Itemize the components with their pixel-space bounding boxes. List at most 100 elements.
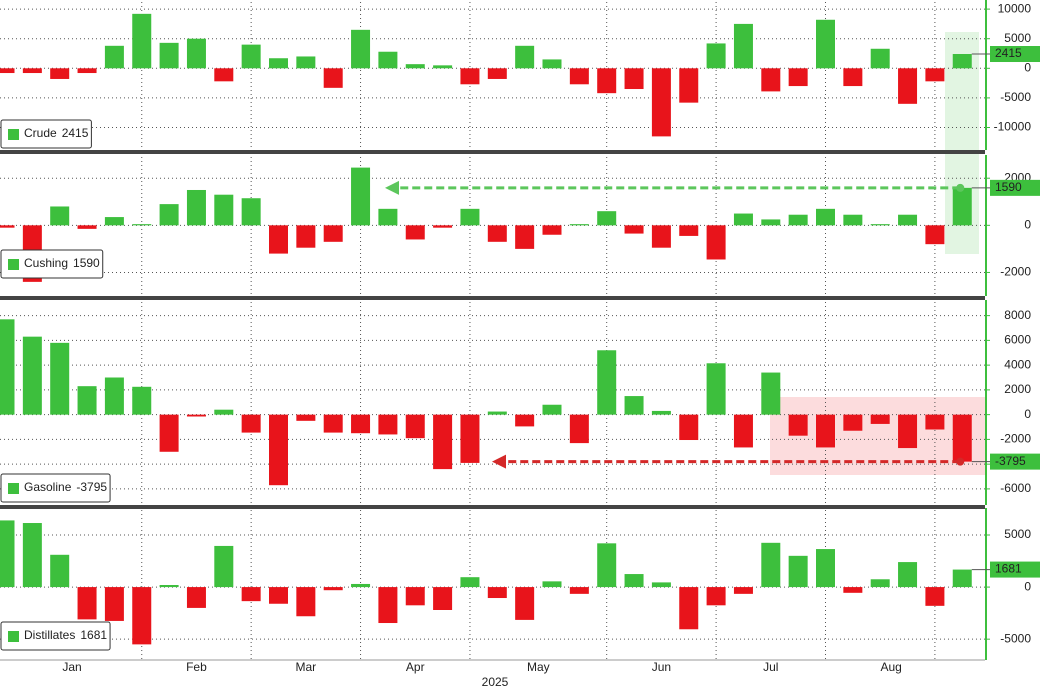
y-tick-label: -6000: [1000, 481, 1031, 495]
y-tick-label: 2000: [1004, 382, 1031, 396]
bar: [296, 414, 316, 421]
y-tick-label: 10000: [998, 1, 1032, 15]
bar: [706, 587, 726, 606]
legend-value: -3795: [76, 480, 107, 494]
bar: [542, 225, 562, 235]
bar: [952, 54, 972, 69]
value-tag-label: 1681: [995, 562, 1022, 576]
bar: [214, 545, 234, 588]
bar: [433, 225, 453, 228]
bar: [460, 208, 480, 226]
bar: [624, 225, 644, 234]
bar: [597, 543, 617, 588]
bar: [22, 523, 42, 588]
bar: [843, 68, 863, 87]
bar: [50, 342, 70, 415]
bar: [761, 68, 781, 92]
legend-value: 1681: [80, 628, 107, 642]
bar: [952, 414, 972, 462]
bar: [898, 562, 918, 588]
bar: [351, 414, 371, 434]
bar: [186, 587, 206, 608]
bar: [870, 48, 890, 69]
y-tick-label: -5000: [1000, 631, 1031, 645]
legend-label: Crude 2415: [24, 126, 89, 140]
bar: [186, 414, 206, 417]
bar: [487, 411, 507, 415]
arrow-head: [492, 454, 506, 469]
legend-swatch: [8, 483, 19, 494]
bar: [515, 587, 535, 620]
arrow-dot: [956, 183, 965, 192]
panel-separator: [0, 505, 985, 509]
bar: [241, 587, 261, 602]
bar: [651, 410, 671, 415]
panel-separator: [0, 296, 985, 300]
bar: [898, 214, 918, 226]
bar: [0, 319, 15, 415]
legend-name: Crude: [24, 126, 57, 140]
bar: [816, 19, 835, 69]
bar: [624, 574, 644, 588]
legend-name: Distillates: [24, 628, 75, 642]
bar: [378, 587, 398, 624]
bar: [925, 414, 945, 430]
arrow-head: [385, 180, 399, 195]
bar: [323, 68, 343, 88]
legend-swatch: [8, 259, 19, 270]
legend-value: 2415: [62, 126, 89, 140]
legend-label: Cushing 1590: [24, 256, 100, 270]
bar: [378, 51, 398, 69]
bar: [515, 45, 535, 69]
bar: [22, 68, 42, 74]
arrow-dot: [956, 457, 965, 466]
bar: [651, 582, 671, 588]
value-tag-label: 1590: [995, 180, 1022, 194]
bar: [296, 587, 316, 617]
bar: [706, 225, 726, 260]
bar: [761, 219, 781, 226]
legend-swatch: [8, 129, 19, 140]
bar: [542, 404, 562, 415]
x-tick-label: Jan: [62, 660, 81, 674]
bar: [843, 414, 863, 431]
bar: [952, 187, 972, 226]
bar: [816, 549, 835, 588]
y-tick-label: -10000: [994, 120, 1032, 134]
bar: [104, 587, 124, 621]
bar: [296, 225, 316, 248]
bar: [679, 225, 699, 236]
bar: [569, 587, 589, 594]
bar: [405, 225, 425, 240]
bar: [0, 68, 15, 74]
highlight-box: [770, 397, 986, 475]
bar: [159, 204, 179, 226]
bar: [925, 225, 945, 245]
bar: [706, 363, 726, 415]
bar: [50, 206, 70, 226]
bar: [733, 23, 753, 69]
bar: [569, 68, 589, 85]
bar: [542, 59, 562, 69]
bar: [624, 68, 644, 90]
bar: [433, 587, 453, 610]
x-tick-label: Aug: [880, 660, 901, 674]
bar: [433, 414, 453, 470]
y-tick-label: 5000: [1004, 527, 1031, 541]
y-tick-label: 0: [1024, 579, 1031, 593]
bar: [733, 213, 753, 226]
legend-box: [0, 249, 104, 279]
bar: [433, 65, 453, 69]
bar: [241, 414, 261, 433]
bar: [870, 414, 890, 424]
x-axis-label: 2025: [482, 675, 509, 689]
bar: [925, 587, 945, 606]
bar: [898, 68, 918, 104]
bar: [0, 225, 15, 228]
legend-box: [0, 119, 92, 149]
legend: Gasoline -3795: [0, 473, 111, 503]
legend-box: [0, 621, 111, 651]
legend-name: Gasoline: [24, 480, 72, 494]
bar: [706, 43, 726, 69]
bar: [460, 414, 480, 463]
